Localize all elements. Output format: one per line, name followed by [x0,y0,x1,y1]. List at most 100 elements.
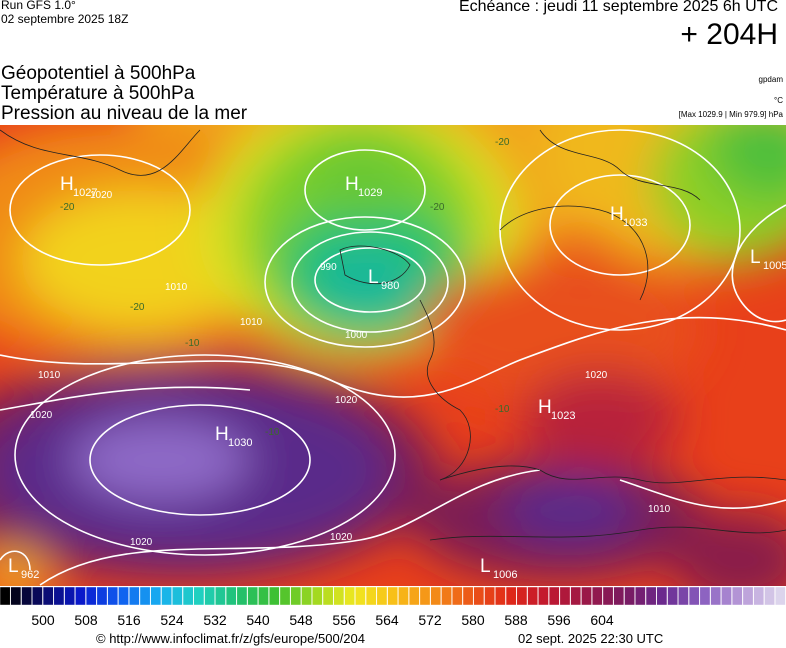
color-swatch [753,586,765,606]
isobar-label: 1010 [38,370,61,381]
color-swatch [182,586,194,606]
temperature-label: -20 [130,302,145,313]
center-type: L [368,267,379,288]
color-swatch [42,586,54,606]
color-swatch [258,586,269,606]
color-swatch [172,586,183,606]
colorbar-tick-label: 564 [375,612,399,628]
isobars [0,129,786,586]
center-value: 1030 [228,437,252,449]
color-swatch [591,586,603,606]
color-swatch [247,586,259,606]
color-swatch [667,586,678,606]
colorbar-tick-label: 516 [117,612,141,628]
color-swatch [495,586,506,606]
color-swatch [322,586,334,606]
temperature-label: -20 [60,202,75,213]
color-swatch [516,586,528,606]
color-swatch [204,586,215,606]
color-swatch [570,586,582,606]
temperature-label: -10 [265,427,280,438]
color-swatch [376,586,388,606]
run: Run GFS 1.0° [1,0,76,12]
layer: Géopotentiel à 500hPa [1,63,196,84]
color-swatch [645,586,657,606]
lead-time: + 204H [680,18,778,51]
color-swatch [10,586,22,606]
colorbar-tick-label: 500 [31,612,55,628]
center-value: 1033 [623,217,647,229]
color-swatch [430,586,442,606]
color-swatch [710,586,721,606]
color-swatch [53,586,65,606]
colorbar-tick-label: 556 [332,612,356,628]
color-swatch [225,586,237,606]
color-swatch [635,586,646,606]
center-value: 1029 [358,187,382,199]
center-type: L [480,556,491,577]
color-swatch [301,586,312,606]
center-value: 1023 [551,410,575,422]
color-swatch [75,586,86,606]
color-swatch [581,586,592,606]
color-swatch [548,586,560,606]
temperature-label: -10 [495,404,510,415]
color-swatch [731,586,743,606]
colorbar-tick-label: 508 [74,612,98,628]
color-swatch [452,586,463,606]
colorbar-tick-label: 532 [203,612,227,628]
color-swatch [484,586,495,606]
temperature-label: -20 [495,137,510,148]
colorbar-tick-label: 540 [246,612,270,628]
color-swatch [656,586,668,606]
color-swatch [764,586,775,606]
color-swatch [441,586,452,606]
isobar-label: 1020 [30,410,53,421]
color-swatch [602,586,614,606]
init-time: 02 septembre 2025 18Z [1,12,129,26]
colorbar-tick-label: 580 [461,612,485,628]
color-swatch [559,586,571,606]
color-swatch [462,586,474,606]
layer: Pression au niveau de la mer [1,103,248,124]
center-value: 1027 [73,187,97,199]
center-value: 962 [21,569,39,581]
color-swatch [538,586,549,606]
center-type: L [8,556,19,577]
color-swatch [721,586,732,606]
color-swatch [312,586,323,606]
color-swatch [505,586,517,606]
timestamp: 02 sept. 2025 22:30 UTC [518,631,664,646]
color-swatch [161,586,172,606]
color-swatch [688,586,700,606]
colorbar-tick-label: 604 [590,612,614,628]
center-value: 980 [381,280,399,292]
unit: gpdam [758,75,783,84]
center-type: L [750,247,761,268]
unit: °C [774,96,783,105]
color-swatch [118,586,129,606]
color-swatch [699,586,711,606]
center-type: H [538,397,552,418]
isobar-label: 1020 [130,537,153,548]
color-swatch [193,586,205,606]
color-swatch [333,586,345,606]
source-url: © http://www.infoclimat.fr/z/gfs/europe/… [96,631,365,646]
color-swatch [64,586,75,606]
colorbar-tick-label: 572 [418,612,442,628]
color-swatch [215,586,226,606]
color-swatch [398,586,409,606]
color-swatch [365,586,377,606]
color-swatch [344,586,355,606]
extremes: [Max 1029.9 | Min 979.9] hPa [678,110,783,119]
center-value: 1006 [493,569,517,581]
center-type: H [215,424,229,445]
color-swatch [387,586,398,606]
isobar-label: 1020 [330,532,353,543]
color-swatch [129,586,140,606]
color-swatch [96,586,108,606]
color-swatch [355,586,366,606]
color-swatch [742,586,754,606]
